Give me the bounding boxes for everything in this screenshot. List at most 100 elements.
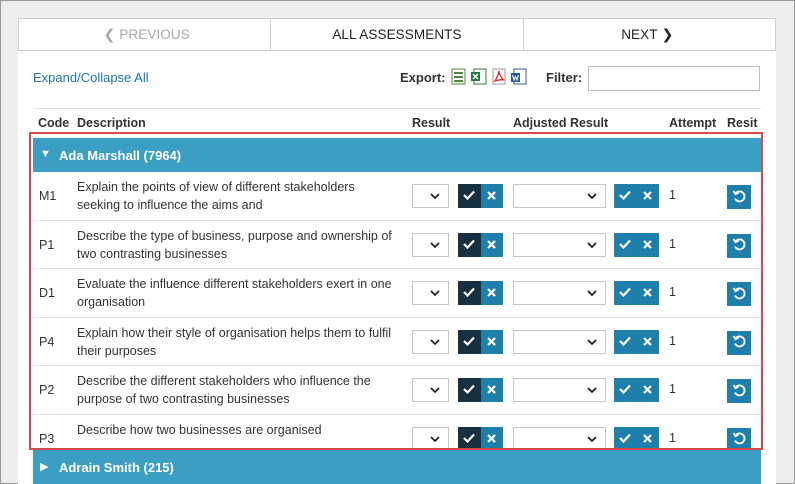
close-icon: [643, 189, 653, 203]
criterion-code: P1: [39, 237, 55, 252]
reject-adjusted-button[interactable]: [636, 232, 659, 257]
learner-name: Adrain Smith (215): [59, 460, 174, 475]
reject-result-button[interactable]: [480, 426, 503, 451]
accept-adjusted-button[interactable]: [614, 329, 637, 354]
resit-button[interactable]: [727, 427, 751, 452]
check-icon: [619, 335, 632, 349]
toolbar: Expand/Collapse All Export: Filter:: [33, 66, 761, 94]
result-select[interactable]: [412, 378, 449, 402]
next-button[interactable]: NEXT ❯: [523, 18, 776, 51]
reject-adjusted-button[interactable]: [636, 329, 659, 354]
excel-icon[interactable]: [471, 68, 487, 85]
close-icon: [487, 286, 497, 300]
reject-adjusted-button[interactable]: [636, 281, 659, 305]
column-attempt: Attempt: [669, 116, 717, 130]
accept-result-button[interactable]: [458, 426, 481, 451]
attempt-count: 1: [669, 430, 676, 445]
adjusted-result-actions: [614, 329, 659, 354]
result-select[interactable]: [412, 426, 449, 451]
accept-adjusted-button[interactable]: [614, 378, 637, 402]
resit-button[interactable]: [727, 379, 751, 403]
adjusted-result-select[interactable]: [513, 378, 606, 402]
close-icon: [643, 335, 653, 349]
result-select[interactable]: [412, 329, 449, 354]
reject-adjusted-button[interactable]: [636, 378, 659, 402]
table-row: M1 Explain the points of view of differe…: [33, 172, 761, 221]
criterion-code: D1: [39, 286, 55, 300]
column-resit: Resit: [727, 116, 758, 130]
close-icon: [487, 432, 497, 446]
learner-group-expanded[interactable]: ▼ Ada Marshall (7964): [33, 138, 761, 172]
undo-icon: [732, 237, 746, 254]
csv-icon[interactable]: [451, 68, 467, 85]
all-assessments-button[interactable]: ALL ASSESSMENTS: [271, 18, 524, 51]
accept-adjusted-button[interactable]: [614, 281, 637, 305]
accept-result-button[interactable]: [458, 281, 481, 305]
expand-collapse-all-link[interactable]: Expand/Collapse All: [33, 70, 149, 85]
table-row: P4 Explain how their style of organisati…: [33, 318, 761, 366]
accept-adjusted-button[interactable]: [614, 184, 637, 208]
check-icon: [463, 189, 476, 203]
resit-button[interactable]: [727, 330, 751, 355]
accept-result-button[interactable]: [458, 329, 481, 354]
accept-adjusted-button[interactable]: [614, 232, 637, 257]
close-icon: [487, 335, 497, 349]
resit-button[interactable]: [727, 185, 751, 209]
chevron-down-icon: [587, 433, 597, 442]
adjusted-result-select[interactable]: [513, 232, 606, 257]
word-icon[interactable]: [511, 68, 527, 85]
close-icon: [487, 189, 497, 203]
reject-result-button[interactable]: [480, 232, 503, 257]
reject-result-button[interactable]: [480, 281, 503, 305]
criterion-code: P2: [39, 383, 55, 397]
triangle-right-icon: ▶: [40, 461, 49, 473]
previous-label: PREVIOUS: [119, 27, 190, 42]
check-icon: [463, 383, 476, 397]
column-result: Result: [412, 116, 451, 130]
assessment-navigation: ❮ PREVIOUS ALL ASSESSMENTS NEXT ❯: [18, 18, 776, 51]
criterion-code: P3: [39, 431, 55, 446]
adjusted-result-select[interactable]: [513, 184, 606, 208]
criterion-description: Describe the type of business, purpose a…: [77, 228, 392, 261]
pdf-icon[interactable]: [491, 68, 507, 85]
chevron-down-icon: [430, 239, 440, 248]
accept-result-button[interactable]: [458, 184, 481, 208]
reject-adjusted-button[interactable]: [636, 184, 659, 208]
reject-result-button[interactable]: [480, 378, 503, 402]
check-icon: [463, 335, 476, 349]
result-actions: [458, 329, 503, 354]
accept-result-button[interactable]: [458, 378, 481, 402]
previous-button[interactable]: ❮ PREVIOUS: [18, 18, 272, 51]
reject-result-button[interactable]: [480, 184, 503, 208]
result-select[interactable]: [412, 232, 449, 257]
next-label: NEXT: [621, 27, 658, 42]
chevron-down-icon: [587, 384, 597, 394]
check-icon: [463, 238, 476, 252]
column-code: Code: [38, 116, 70, 130]
accept-adjusted-button[interactable]: [614, 426, 637, 451]
adjusted-result-select[interactable]: [513, 329, 606, 354]
chevron-down-icon: [430, 433, 440, 442]
criterion-description: Describe how two businesses are organise…: [77, 422, 322, 437]
adjusted-result-select[interactable]: [513, 426, 606, 451]
chevron-down-icon: [587, 190, 597, 200]
close-icon: [643, 238, 653, 252]
criterion-code: P4: [39, 334, 55, 349]
learner-group-collapsed[interactable]: ▶ Adrain Smith (215): [33, 450, 761, 484]
check-icon: [619, 189, 632, 203]
close-icon: [487, 383, 497, 397]
undo-icon: [732, 334, 746, 351]
check-icon: [619, 286, 632, 300]
close-icon: [643, 383, 653, 397]
result-select[interactable]: [412, 281, 449, 305]
adjusted-result-select[interactable]: [513, 281, 606, 305]
result-actions: [458, 378, 503, 402]
filter-input[interactable]: [588, 66, 760, 91]
reject-adjusted-button[interactable]: [636, 426, 659, 451]
result-select[interactable]: [412, 184, 449, 208]
resit-button[interactable]: [727, 282, 751, 306]
resit-button[interactable]: [727, 233, 751, 258]
attempt-count: 1: [669, 333, 676, 348]
accept-result-button[interactable]: [458, 232, 481, 257]
reject-result-button[interactable]: [480, 329, 503, 354]
